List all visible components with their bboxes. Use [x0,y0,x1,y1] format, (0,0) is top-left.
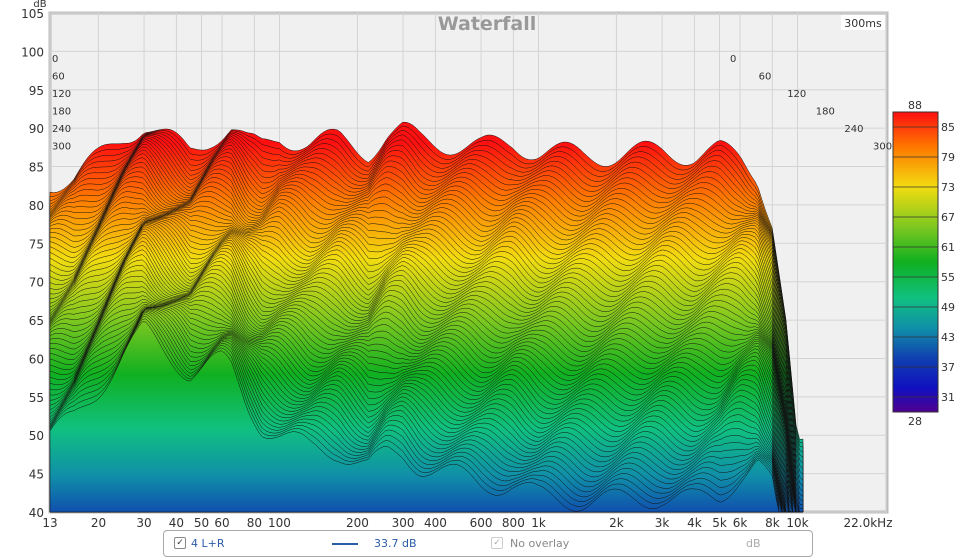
colorbar-tick-label: 79 [941,151,955,164]
x-tick-label: 8k [765,516,780,528]
y-tick-label: 105 [21,7,44,21]
chart-title: Waterfall [438,13,537,35]
time-label-right: 60 [759,72,772,83]
x-tick-label: 50 [194,516,209,528]
time-label-right: 300 [873,142,892,153]
y-tick-label: 80 [29,199,44,213]
x-tick-label: 100 [268,516,291,528]
x-tick-label: 300 [392,516,415,528]
overlay-checkbox[interactable]: ✓ [491,537,503,549]
time-label-left: 60 [52,72,65,83]
waterfall-chart: 40 45 50 55 60 65 70 75 80 85 90 95 100 105 13 20 30 40 50… [21,0,955,528]
colorbar-tick-label: 73 [941,181,955,194]
time-label-right: 0 [730,54,736,65]
x-tick-label: 600 [470,516,493,528]
x-tick-label: 800 [502,516,525,528]
x-tick-label: 6k [733,516,748,528]
line-swatch [332,543,358,545]
colorbar-min-label: 28 [908,415,922,428]
time-label-left: 300 [52,142,71,153]
x-tick-label: 5k [712,516,727,528]
colorbar [892,111,939,413]
y-tick-label: 55 [29,391,44,405]
overlay-label: No overlay [510,537,570,550]
time-label-left: 180 [52,107,71,118]
time-label-right: 120 [787,89,806,100]
legend-bar: ✓ 4 L+R 33.7 dB ✓ No overlay dB [163,530,813,557]
y-tick-label: 100 [21,45,44,59]
y-tick-label: 75 [29,237,44,251]
y-tick-label: 45 [29,468,44,482]
y-axis-label: dB [33,0,46,10]
y-tick-label: 90 [29,122,44,136]
x-tick-label: 22.0kHz [844,516,893,528]
colorbar-tick-label: 85 [941,121,955,134]
unit-label: dB [746,537,761,550]
colorbar-tick-label: 49 [941,301,955,314]
x-tick-label: 20 [91,516,106,528]
x-tick-label: 1k [531,516,546,528]
y-tick-label: 95 [29,84,44,98]
measurement-name: 4 L+R [191,537,225,550]
y-tick-label: 60 [29,352,44,366]
x-tick-label: 10k [786,516,808,528]
waterfall-slice [49,321,803,513]
time-label-right: 240 [844,124,863,135]
y-tick-label: 65 [29,314,44,328]
colorbar-tick-label: 37 [941,361,955,374]
colorbar-tick-label: 67 [941,211,955,224]
x-tick-label: 3k [655,516,670,528]
x-tick-label: 400 [424,516,447,528]
colorbar-tick-label: 43 [941,331,955,344]
x-tick-label: 60 [214,516,229,528]
measurement-checkbox[interactable]: ✓ [174,537,186,549]
measurement-value: 33.7 dB [374,537,417,550]
time-label-right: 180 [816,107,835,118]
time-label-left: 240 [52,124,71,135]
y-tick-label: 85 [29,161,44,175]
x-tick-label: 2k [609,516,624,528]
y-tick-label: 40 [29,506,44,520]
y-tick-label: 50 [29,429,44,443]
x-tick-label: 40 [169,516,184,528]
colorbar-tick-label: 61 [941,241,955,254]
x-tick-label: 200 [346,516,369,528]
time-label-left: 120 [52,89,71,100]
time-label-left: 0 [52,54,58,65]
y-tick-label: 70 [29,276,44,290]
time-range-label: 300ms [844,17,882,30]
x-tick-label: 4k [687,516,702,528]
colorbar-tick-label: 55 [941,271,955,284]
x-tick-label: 30 [136,516,151,528]
time-range-box [841,15,885,30]
colorbar-max-label: 88 [908,99,922,112]
x-tick-label: 80 [247,516,262,528]
x-tick-label: 13 [42,516,57,528]
colorbar-tick-label: 31 [941,391,955,404]
